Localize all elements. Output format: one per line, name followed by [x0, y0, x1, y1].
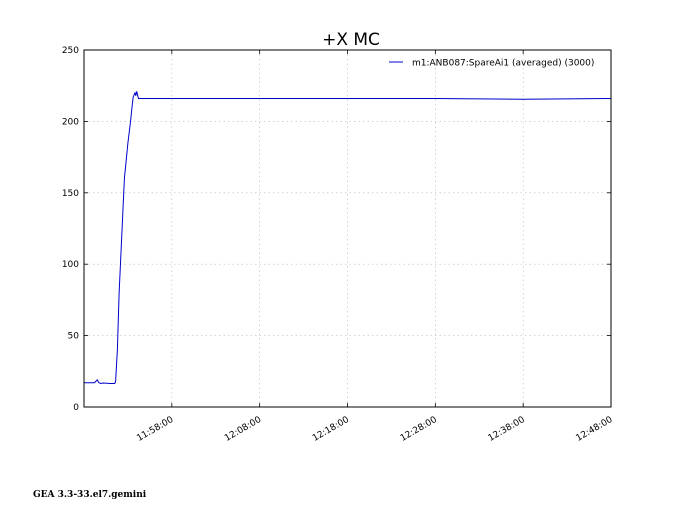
y-tick-label: 150 — [62, 189, 79, 199]
y-axis: 0 50 100 150 200 250 — [62, 46, 611, 413]
x-axis: 11:58:00 12:08:00 12:18:00 12:28:00 12:38:00… — [135, 50, 615, 444]
x-tick-label: 12:08:00 — [223, 415, 263, 444]
footer-version: GEA 3.3-33.el7.gemini — [33, 490, 147, 500]
x-tick-label: 12:48:00 — [574, 415, 614, 444]
x-tick-label: 12:28:00 — [399, 415, 439, 444]
x-tick-label: 12:18:00 — [311, 415, 351, 444]
y-tick-label: 50 — [68, 332, 80, 342]
legend: m1:ANB087:SpareAi1 (averaged) (3000) — [389, 59, 594, 69]
legend-label: m1:ANB087:SpareAi1 (averaged) (3000) — [412, 59, 594, 69]
grid — [84, 50, 611, 407]
x-tick-label: 11:58:00 — [135, 415, 175, 444]
series-line — [84, 91, 612, 384]
chart-title: +X MC — [322, 30, 380, 50]
y-tick-label: 100 — [62, 260, 79, 270]
x-tick-label: 12:38:00 — [487, 415, 527, 444]
y-tick-label: 250 — [62, 46, 79, 56]
plot-frame — [83, 49, 612, 408]
series-layer — [84, 91, 612, 384]
y-tick-label: 0 — [73, 403, 79, 413]
y-tick-label: 200 — [62, 117, 79, 127]
